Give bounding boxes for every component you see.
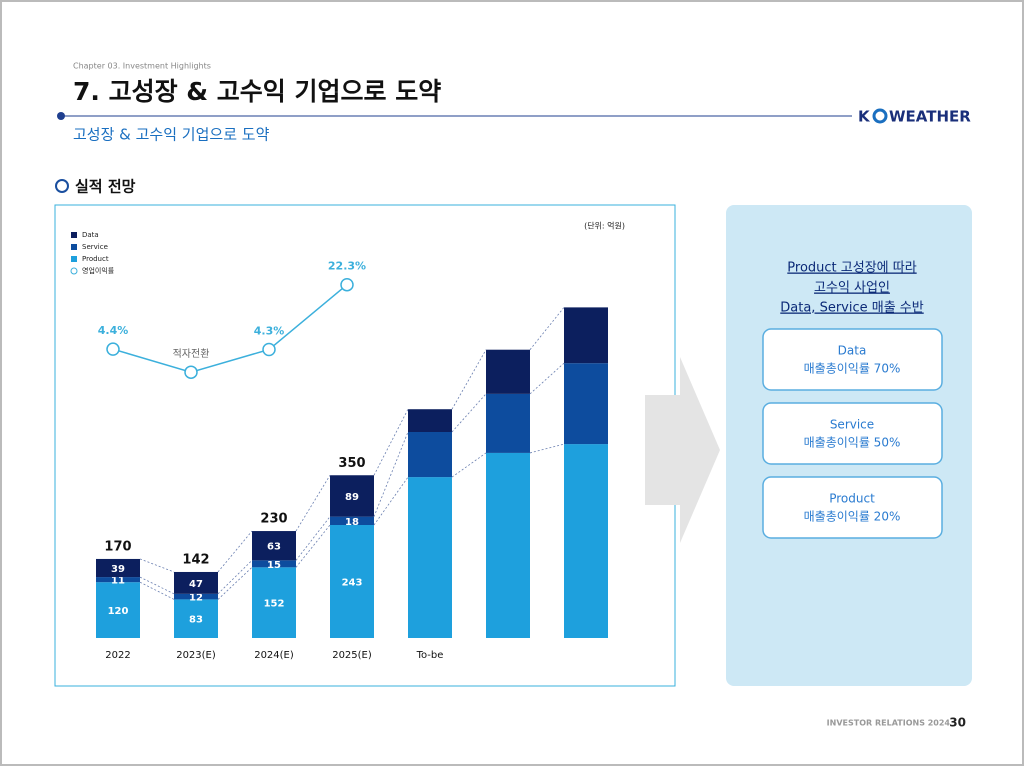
bar-segment bbox=[564, 307, 608, 364]
page-number: 30 bbox=[949, 716, 966, 730]
margin-point bbox=[340, 277, 354, 292]
margin-point bbox=[262, 342, 276, 357]
bar-segment bbox=[408, 432, 452, 478]
connector bbox=[373, 431, 409, 517]
panel-box bbox=[762, 402, 943, 465]
segment-label: 12 bbox=[189, 593, 203, 604]
panel-box-text: Service bbox=[830, 418, 874, 432]
connector bbox=[529, 443, 565, 454]
margin-label: 22.3% bbox=[328, 260, 366, 273]
margin-point bbox=[184, 365, 198, 379]
legend-swatch bbox=[71, 232, 77, 238]
margin-label: 4.3% bbox=[254, 325, 285, 338]
panel-box-text: Product bbox=[829, 492, 875, 506]
legend-swatch bbox=[71, 256, 77, 262]
segment-label: 47 bbox=[189, 579, 203, 590]
bar-segment bbox=[486, 452, 530, 638]
subtitle: 고성장 & 고수익 기업으로 도약 bbox=[73, 126, 270, 144]
x-tick-label: 2022 bbox=[105, 650, 130, 661]
connector bbox=[451, 393, 487, 433]
segment-label: 18 bbox=[345, 517, 359, 528]
panel-box bbox=[762, 476, 943, 539]
total-label: 170 bbox=[104, 539, 131, 554]
connector bbox=[451, 452, 487, 478]
legend-marker bbox=[70, 267, 78, 275]
segment-label: 15 bbox=[267, 560, 281, 571]
bar-segment bbox=[252, 531, 296, 561]
segment-label: 39 bbox=[111, 564, 125, 575]
segment-label: 120 bbox=[108, 606, 129, 617]
segment-label: 152 bbox=[264, 599, 285, 610]
panel-box-text: 매출총이익률 20% bbox=[804, 510, 901, 524]
bar-segment bbox=[330, 525, 374, 638]
total-label: 350 bbox=[338, 456, 365, 471]
connector bbox=[295, 524, 331, 568]
margin-label: 4.4% bbox=[98, 324, 129, 337]
panel-box bbox=[762, 328, 943, 391]
margin-label: 적자전환 bbox=[173, 348, 210, 360]
x-tick-label: 2024(E) bbox=[254, 650, 294, 661]
chapter: Chapter 03. Investment Highlights bbox=[73, 62, 211, 71]
panel-box-text: 매출총이익률 70% bbox=[804, 362, 901, 376]
bar-segment bbox=[252, 567, 296, 638]
segment-label: 89 bbox=[345, 492, 359, 503]
x-tick-label: 2023(E) bbox=[176, 650, 216, 661]
bar-segment bbox=[96, 582, 140, 638]
connector bbox=[373, 409, 409, 476]
segment-label: 243 bbox=[342, 578, 363, 589]
bar-segment bbox=[408, 477, 452, 638]
bar-segment bbox=[564, 444, 608, 638]
bar-segment bbox=[174, 599, 218, 638]
legend-label: Product bbox=[82, 255, 109, 263]
x-tick-label: To-be bbox=[416, 650, 444, 661]
segment-label: 83 bbox=[189, 615, 203, 626]
logo-icon bbox=[872, 108, 888, 124]
logo: WEATHER bbox=[889, 108, 971, 126]
bar-segment bbox=[408, 409, 452, 433]
logo: K bbox=[858, 108, 871, 126]
bar-segment bbox=[252, 560, 296, 568]
rule-dot bbox=[57, 112, 65, 120]
panel-heading: 고수익 사업인 bbox=[814, 281, 890, 296]
legend-swatch bbox=[71, 244, 77, 250]
arrow bbox=[645, 357, 720, 543]
section: 실적 전망 bbox=[75, 178, 136, 196]
connector bbox=[217, 530, 253, 573]
bar-segment bbox=[96, 558, 140, 578]
total-label: 142 bbox=[182, 552, 209, 567]
legend-label: Data bbox=[82, 231, 99, 239]
legend-label: 영업이익률 bbox=[82, 266, 115, 275]
bar-segment bbox=[174, 571, 218, 594]
bar-segment bbox=[486, 349, 530, 394]
connector bbox=[529, 307, 565, 350]
margin-point bbox=[106, 342, 120, 356]
bar-segment bbox=[96, 577, 140, 583]
margin-line bbox=[112, 284, 348, 373]
x-tick-label: 2025(E) bbox=[332, 650, 372, 661]
connector bbox=[373, 476, 409, 526]
panel-heading: Data, Service 매출 수반 bbox=[780, 301, 923, 316]
title: 7. 고성장 & 고수익 기업으로 도약 bbox=[73, 77, 441, 106]
total-label: 230 bbox=[260, 512, 287, 527]
connector bbox=[451, 349, 487, 410]
bar-segment bbox=[564, 363, 608, 445]
bar-segment bbox=[486, 393, 530, 453]
legend-label: Service bbox=[82, 243, 108, 251]
connector bbox=[295, 475, 331, 532]
bar-segment bbox=[174, 593, 218, 600]
footer-label: INVESTOR RELATIONS 2024 bbox=[827, 719, 951, 728]
section-icon bbox=[55, 179, 69, 193]
segment-label: 11 bbox=[111, 576, 125, 587]
panel-box-text: Data bbox=[838, 344, 867, 358]
panel-box-text: 매출총이익률 50% bbox=[804, 436, 901, 450]
connector bbox=[295, 516, 331, 561]
segment-label: 63 bbox=[267, 542, 281, 553]
panel-heading: Product 고성장에 따라 bbox=[787, 261, 916, 276]
bar-segment bbox=[330, 475, 374, 517]
bar-segment bbox=[330, 516, 374, 526]
unit: (단위: 억원) bbox=[584, 221, 625, 231]
